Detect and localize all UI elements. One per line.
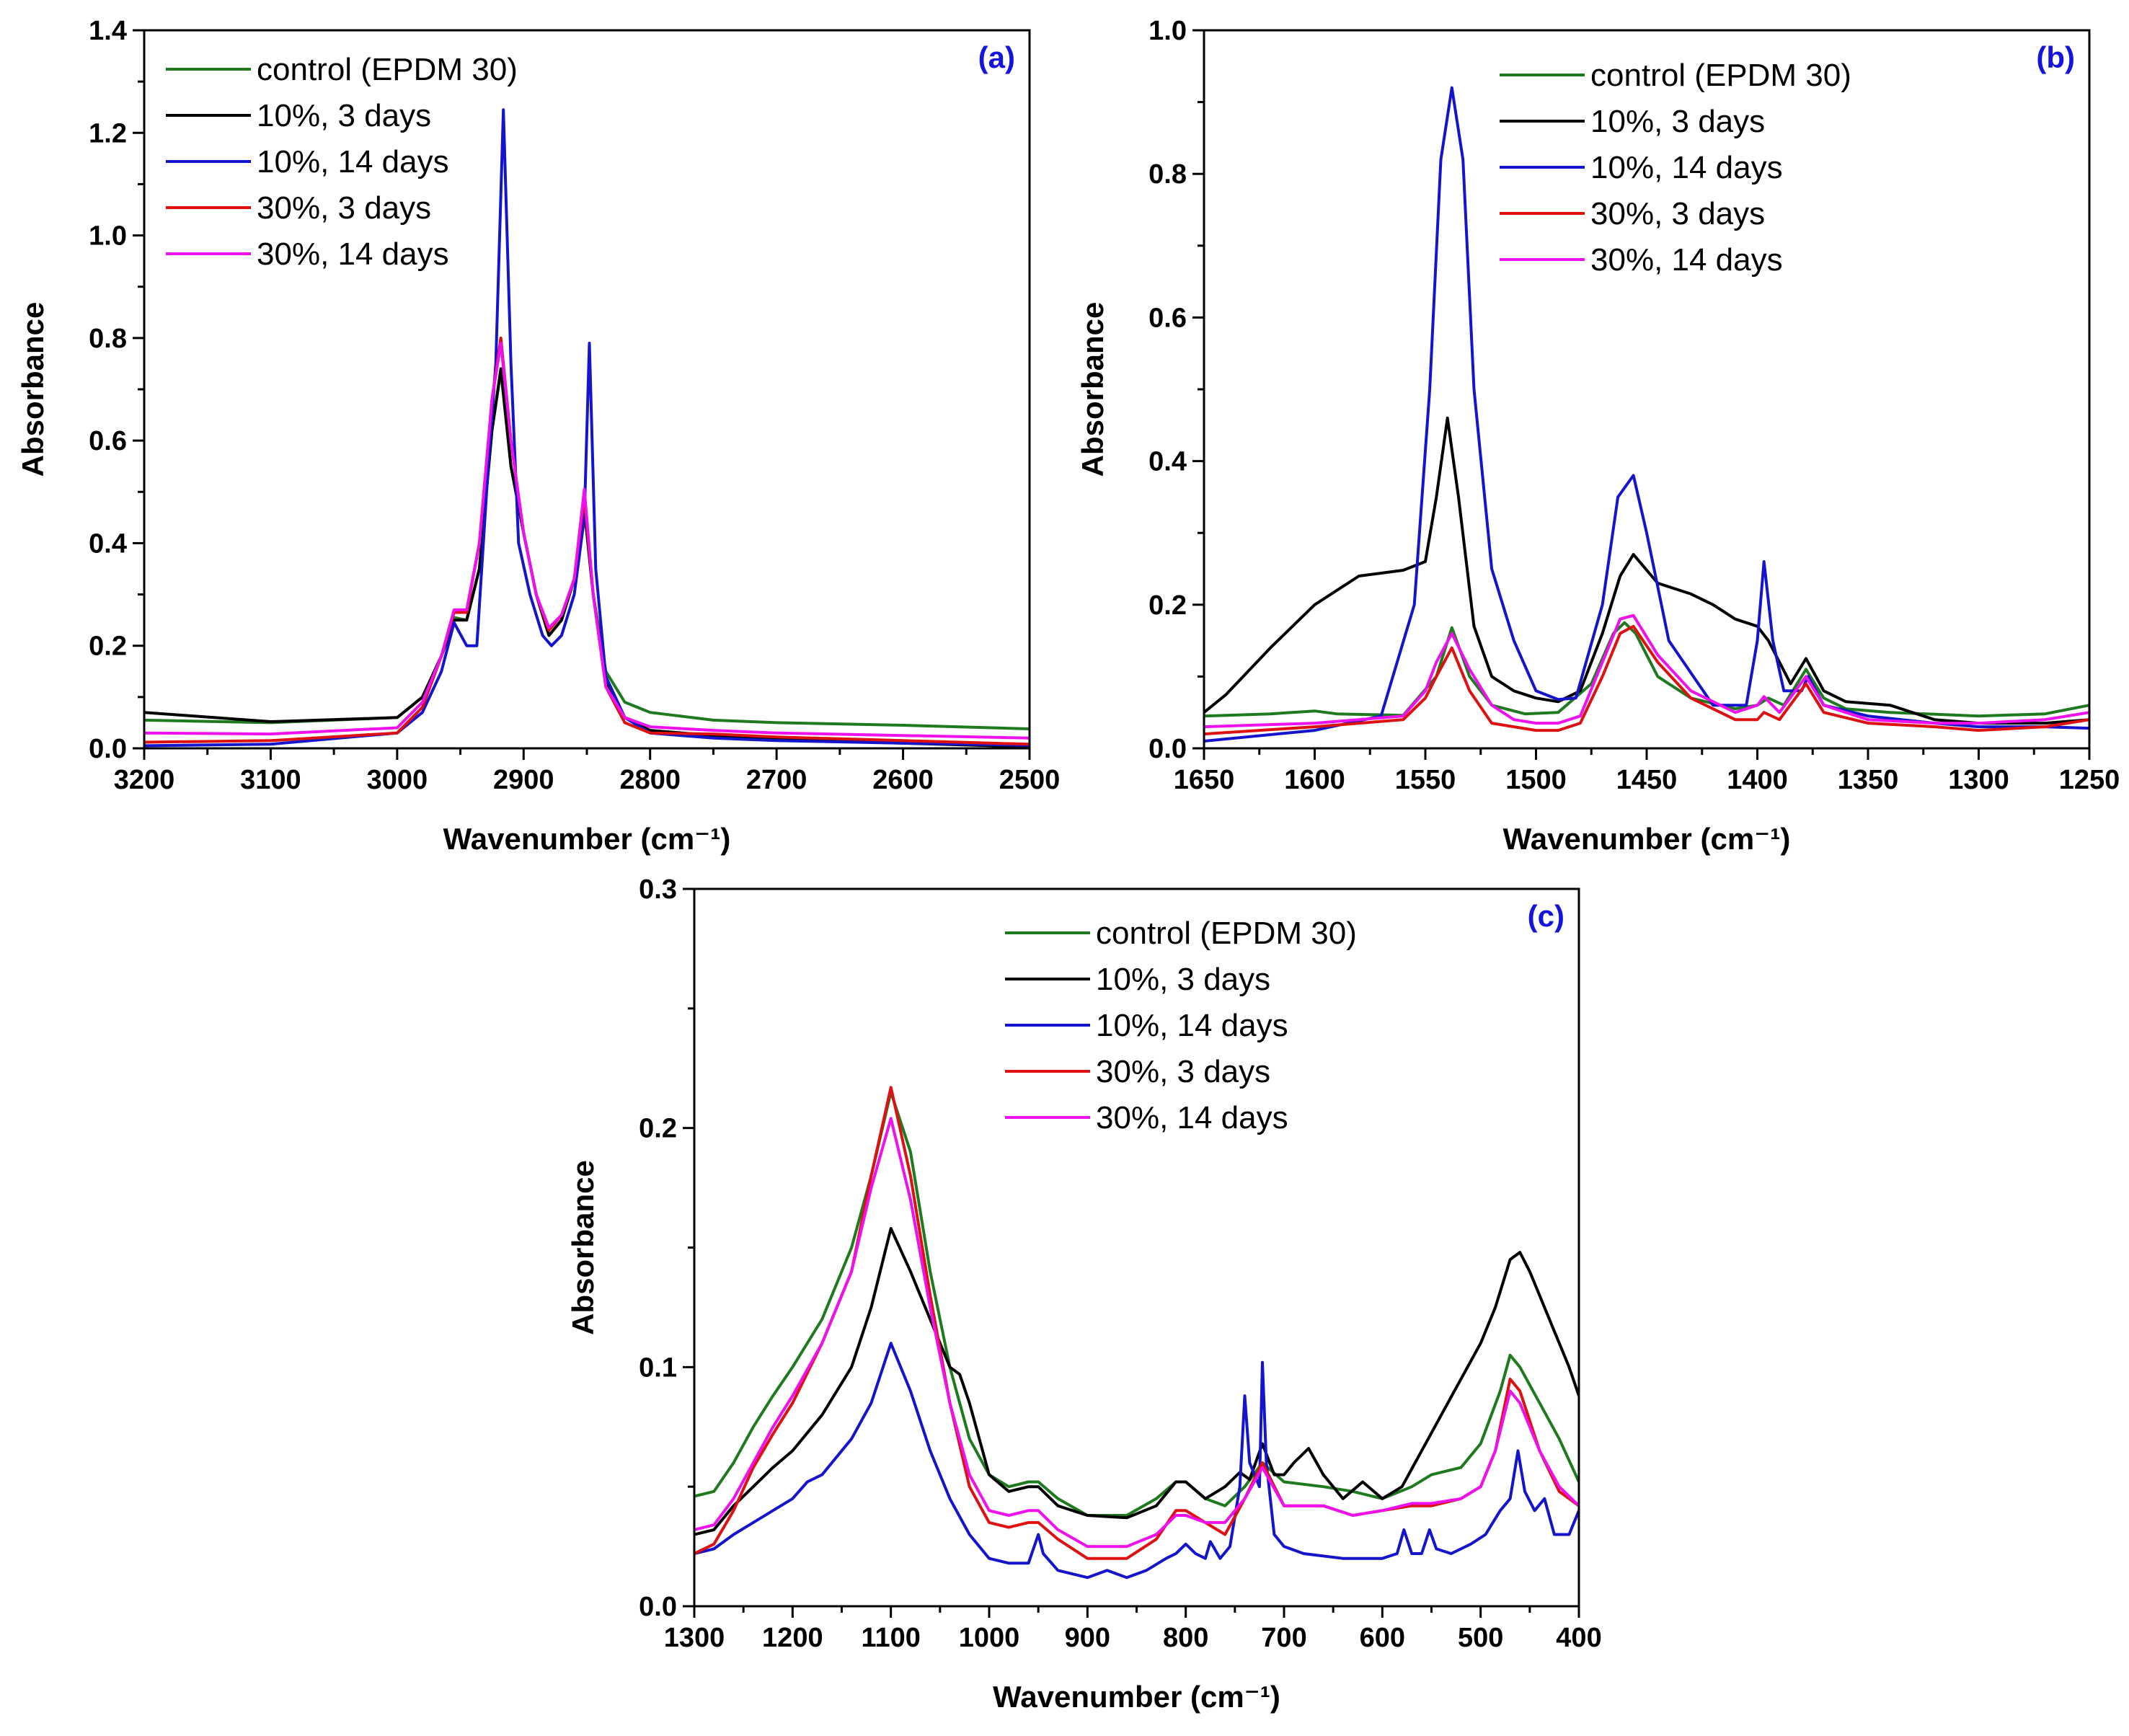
x-axis-title: Wavenumber (cm⁻¹)	[443, 822, 731, 856]
legend-label: 10%, 14 days	[1096, 1008, 1288, 1043]
x-tick-label: 800	[1163, 1623, 1208, 1653]
x-tick-label: 1200	[762, 1623, 823, 1653]
x-tick-label: 1500	[1505, 765, 1567, 795]
x-tick-label: 1300	[1948, 765, 2009, 795]
x-tick-label: 1350	[1838, 765, 1899, 795]
legend-label: 10%, 3 days	[1096, 962, 1270, 997]
x-tick-label: 700	[1261, 1623, 1306, 1653]
y-axis-title: Absorbance	[566, 1160, 600, 1335]
series-line-30-14-days	[694, 1117, 1579, 1549]
legend-label: 10%, 14 days	[257, 144, 449, 180]
x-tick-label: 600	[1360, 1623, 1405, 1653]
series-line-30-3-days	[694, 1086, 1579, 1560]
legend-label: control (EPDM 30)	[257, 52, 518, 87]
x-tick-label: 1550	[1395, 765, 1456, 795]
series-line-control-epdm-30-	[694, 1090, 1579, 1517]
panel-label: (b)	[2036, 40, 2075, 74]
legend: control (EPDM 30) 10%, 3 days 10%, 14 days…	[1500, 58, 1851, 278]
legend-label: 30%, 14 days	[257, 236, 449, 272]
legend-label: 10%, 14 days	[1590, 150, 1783, 185]
x-tick-label: 1300	[664, 1623, 725, 1653]
x-tick-label: 2900	[493, 765, 554, 795]
y-tick-label: 1.0	[1148, 16, 1187, 46]
x-tick-label: 500	[1458, 1623, 1503, 1653]
x-tick-label: 1400	[1727, 765, 1788, 795]
panel-label: (c)	[1528, 899, 1564, 933]
y-axis-title: Absorbance	[16, 302, 50, 477]
x-tick-label: 3200	[114, 765, 175, 795]
legend-label: 30%, 3 days	[1096, 1054, 1270, 1089]
x-tick-label: 2600	[872, 765, 934, 795]
y-tick-label: 0.2	[1148, 590, 1187, 621]
series-line-30-14-days	[144, 342, 1030, 740]
x-tick-label: 1250	[2059, 765, 2120, 795]
y-tick-label: 0.2	[639, 1114, 677, 1144]
x-tick-label: 2500	[999, 765, 1061, 795]
x-tick-label: 400	[1556, 1623, 1601, 1653]
x-tick-label: 3000	[367, 765, 428, 795]
y-tick-label: 0.8	[1148, 159, 1187, 190]
series-line-10-14-days	[144, 108, 1030, 748]
y-tick-label: 0.0	[89, 734, 127, 764]
legend-label: 30%, 3 days	[257, 190, 431, 226]
panel-b: 1650 1600 1550 1500 1450 1400 1350 1300 1250 0.0 0…	[1076, 16, 2120, 856]
legend-label: 10%, 3 days	[1590, 104, 1765, 139]
x-axis-title: Wavenumber (cm⁻¹)	[993, 1680, 1280, 1714]
x-tick-label: 2800	[619, 765, 681, 795]
y-axis-title: Absorbance	[1076, 302, 1110, 477]
series-line-10-3-days	[694, 1227, 1579, 1536]
x-tick-label: 1100	[861, 1623, 920, 1653]
y-tick-label: 1.2	[89, 118, 127, 149]
x-axis-title: Wavenumber (cm⁻¹)	[1503, 822, 1791, 856]
y-tick-label: 0.4	[89, 528, 127, 559]
x-tick-label: 1650	[1174, 765, 1235, 795]
legend: control (EPDM 30) 10%, 3 days 10%, 14 days…	[166, 52, 518, 272]
y-tick-label: 0.4	[1148, 447, 1187, 477]
series-line-30-3-days	[1204, 624, 2089, 736]
x-tick-label: 2700	[746, 765, 807, 795]
y-tick-label: 0.0	[1148, 734, 1187, 764]
y-tick-label: 0.3	[639, 874, 677, 905]
x-tick-label: 3100	[240, 765, 301, 795]
legend: control (EPDM 30) 10%, 3 days 10%, 14 days…	[1005, 916, 1357, 1135]
y-tick-label: 1.0	[89, 221, 127, 252]
panel-label: (a)	[978, 40, 1015, 74]
series-line-30-14-days	[1204, 614, 2089, 729]
legend-label: control (EPDM 30)	[1096, 916, 1357, 951]
x-tick-label: 900	[1065, 1623, 1110, 1653]
panel-a: 3200 3100 3000 2900 2800 2700 2600 2500 0.0 0.2 0.…	[16, 16, 1060, 856]
y-tick-label: 0.6	[1148, 303, 1187, 333]
legend-label: 30%, 3 days	[1590, 196, 1765, 231]
x-tick-label: 1450	[1616, 765, 1678, 795]
y-tick-label: 0.0	[639, 1592, 677, 1622]
y-tick-label: 0.6	[89, 426, 127, 456]
y-tick-label: 0.8	[89, 324, 127, 354]
x-tick-label: 1000	[959, 1623, 1020, 1653]
legend-label: 30%, 14 days	[1096, 1100, 1288, 1135]
y-tick-label: 1.4	[89, 16, 127, 46]
series-line-10-3-days	[1204, 416, 2089, 725]
series-line-10-14-days	[1204, 86, 2089, 743]
legend-label: control (EPDM 30)	[1590, 58, 1851, 93]
legend-label: 30%, 14 days	[1590, 242, 1783, 278]
x-tick-label: 1600	[1284, 765, 1345, 795]
y-tick-label: 0.2	[89, 632, 127, 662]
y-tick-label: 0.1	[639, 1352, 677, 1383]
panel-c: 1300 1200 1100 1000 900 800 700 600 500 400 0.0 0.1…	[566, 874, 1602, 1714]
series-line-10-14-days	[694, 1342, 1579, 1580]
legend-label: 10%, 3 days	[257, 98, 431, 133]
